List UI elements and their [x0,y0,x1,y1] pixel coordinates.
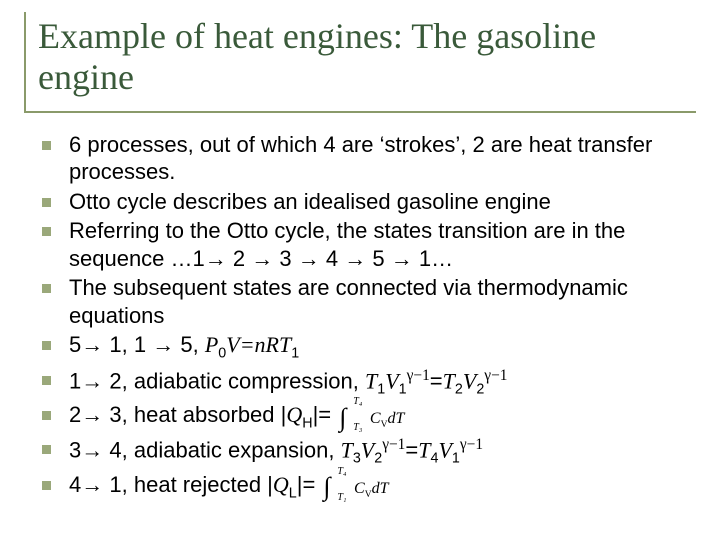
list-item: 3→ 4, adiabatic expansion, T3V2γ−1=T4V1γ… [42,435,696,469]
list-item: 6 processes, out of which 4 are ‘strokes… [42,131,696,186]
list-item: 5→ 1, 1 → 5, P0V=nRT1 [42,331,696,363]
bullet-icon [42,411,51,420]
sequence: 1→ 2 → 3 → 4 → 5 → 1… [193,246,454,271]
list-item: 2→ 3, heat absorbed |QH|= ∫ T₄ T₃ CVdT [42,401,696,433]
list-item: 4→ 1, heat rejected |QL|= ∫ T₄ T₁ CVdT [42,471,696,503]
integral: ∫ T₄ T₁ CVdT [323,472,388,501]
bullet-text: 5→ 1, 1 → 5, P0V=nRT1 [69,331,299,363]
list-item: Otto cycle describes an idealised gasoli… [42,188,696,216]
bullet-text: 1→ 2, adiabatic compression, T1V1γ−1=T2V… [69,366,507,400]
list-item: Referring to the Otto cycle, the states … [42,217,696,272]
bullet-text: 2→ 3, heat absorbed |QH|= ∫ T₄ T₃ CVdT [69,401,404,433]
list-item: The subsequent states are connected via … [42,274,696,329]
bullet-icon [42,445,51,454]
bullet-icon [42,341,51,350]
bullet-text: The subsequent states are connected via … [69,274,696,329]
bullet-icon [42,141,51,150]
bullet-icon [42,198,51,207]
equation: P [205,332,218,357]
bullet-text: 3→ 4, adiabatic expansion, T3V2γ−1=T4V1γ… [69,435,483,469]
bullet-text: Referring to the Otto cycle, the states … [69,217,696,272]
slide-body: 6 processes, out of which 4 are ‘strokes… [24,131,696,503]
bullet-icon [42,284,51,293]
list-item: 1→ 2, adiabatic compression, T1V1γ−1=T2V… [42,366,696,400]
title-block: Example of heat engines: The gasoline en… [24,12,696,113]
integral: ∫ T₄ T₃ CVdT [339,402,404,431]
slide: Example of heat engines: The gasoline en… [0,0,720,540]
bullet-icon [42,481,51,490]
bullet-text: 6 processes, out of which 4 are ‘strokes… [69,131,696,186]
bullet-text: Otto cycle describes an idealised gasoli… [69,188,551,216]
bullet-text: 4→ 1, heat rejected |QL|= ∫ T₄ T₁ CVdT [69,471,389,503]
bullet-icon [42,376,51,385]
bullet-icon [42,227,51,236]
slide-title: Example of heat engines: The gasoline en… [38,16,696,99]
